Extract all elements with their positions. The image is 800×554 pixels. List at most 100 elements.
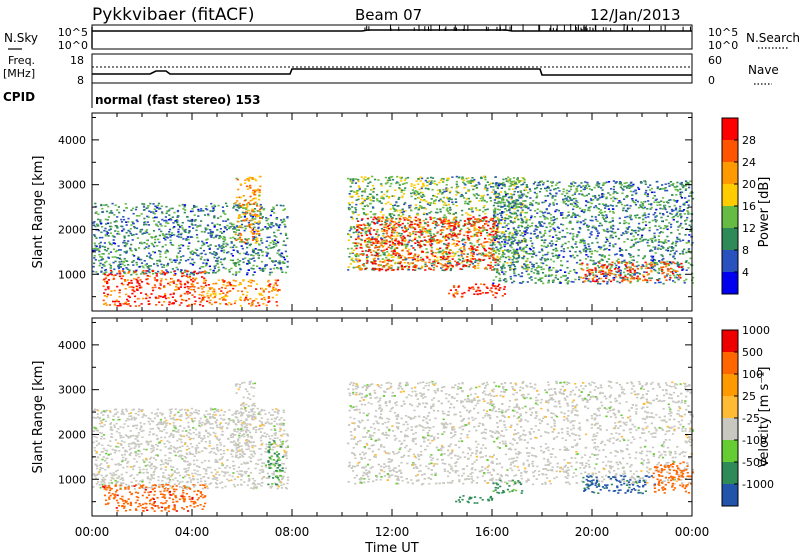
heatmap-cell — [212, 282, 215, 285]
heatmap-cell — [670, 213, 673, 215]
heatmap-cell — [578, 276, 581, 278]
heatmap-cell — [195, 277, 198, 280]
heatmap-cell — [116, 257, 119, 259]
heatmap-cell — [388, 196, 391, 199]
heatmap-cell — [379, 260, 382, 263]
heatmap-cell — [222, 266, 225, 269]
heatmap-cell — [536, 234, 539, 237]
heatmap-cell — [593, 195, 596, 197]
heatmap-cell — [624, 216, 627, 219]
heatmap-cell — [432, 220, 435, 222]
heatmap-cell — [125, 224, 128, 226]
heatmap-cell — [611, 236, 614, 239]
heatmap-cell — [500, 214, 503, 217]
heatmap-cell — [537, 265, 540, 267]
heatmap-cell — [427, 230, 430, 232]
heatmap-cell — [674, 207, 678, 209]
heatmap-cell — [103, 248, 107, 251]
heatmap-cell — [200, 230, 203, 233]
heatmap-cell — [394, 239, 397, 242]
heatmap-cell — [488, 238, 491, 240]
heatmap-cell — [192, 205, 196, 207]
heatmap-cell — [511, 234, 514, 237]
heatmap-cell — [533, 251, 536, 254]
heatmap-cell — [176, 216, 179, 218]
heatmap-cell — [521, 209, 524, 211]
heatmap-cell — [457, 286, 460, 288]
heatmap-cell — [612, 245, 615, 248]
heatmap-cell — [97, 249, 100, 251]
heatmap-cell — [282, 204, 285, 207]
heatmap-cell — [213, 256, 216, 259]
heatmap-cell — [246, 204, 249, 207]
heatmap-cell — [541, 277, 544, 279]
heatmap-cell — [194, 290, 197, 293]
heatmap-cell — [97, 225, 100, 227]
heatmap-cell — [366, 204, 369, 207]
heatmap-cell — [564, 274, 567, 277]
heatmap-cell — [426, 224, 430, 226]
heatmap-cell — [445, 239, 448, 241]
heatmap-cell — [123, 271, 126, 273]
heatmap-cell — [117, 265, 120, 268]
heatmap-cell — [165, 249, 169, 252]
heatmap-cell — [205, 262, 208, 264]
heatmap-cell — [428, 212, 431, 214]
heatmap-cell — [477, 231, 480, 234]
heatmap-cell — [468, 228, 471, 231]
heatmap-cell — [385, 256, 388, 259]
heatmap-cell — [558, 190, 561, 192]
heatmap-cell — [506, 249, 509, 251]
heatmap-cell — [689, 220, 692, 223]
heatmap-cell — [231, 255, 234, 257]
heatmap-cell — [230, 303, 233, 306]
heatmap-cell — [497, 226, 500, 229]
heatmap-cell — [259, 269, 262, 271]
heatmap-cell — [405, 258, 408, 260]
heatmap-cell — [653, 265, 656, 267]
heatmap-cell — [470, 207, 473, 209]
heatmap-cell — [357, 185, 360, 187]
heatmap-cell — [143, 203, 146, 205]
heatmap-cell — [420, 206, 423, 208]
heatmap-cell — [184, 283, 187, 286]
heatmap-cell — [256, 265, 259, 267]
heatmap-cell — [349, 185, 352, 188]
heatmap-cell — [466, 190, 470, 192]
heatmap-cell — [186, 305, 189, 307]
heatmap-cell — [650, 255, 653, 258]
heatmap-cell — [443, 214, 446, 216]
heatmap-cell — [522, 280, 525, 283]
heatmap-cell — [364, 188, 367, 190]
heatmap-cell — [214, 245, 217, 247]
heatmap-cell — [493, 243, 496, 246]
heatmap-cell — [132, 233, 135, 236]
heatmap-cell — [251, 304, 254, 306]
heatmap-cell — [239, 267, 242, 270]
heatmap-cell — [398, 220, 401, 223]
heatmap-cell — [568, 250, 572, 253]
heatmap-cell — [501, 271, 504, 273]
heatmap-cell — [419, 231, 422, 234]
heatmap-cell — [124, 301, 127, 304]
heatmap-cell — [685, 269, 688, 271]
heatmap-cell — [374, 178, 377, 181]
heatmap-cell — [191, 236, 194, 238]
heatmap-cell — [253, 210, 256, 213]
heatmap-cell — [104, 218, 107, 221]
heatmap-cell — [260, 298, 263, 300]
heatmap-cell — [448, 198, 451, 201]
heatmap-cell — [452, 232, 455, 235]
heatmap-cell — [136, 289, 139, 291]
heatmap-cell — [564, 198, 567, 200]
heatmap-cell — [435, 224, 438, 227]
heatmap-cell — [253, 202, 256, 205]
heatmap-cell — [149, 254, 152, 256]
heatmap-cell — [142, 271, 145, 274]
heatmap-cell — [499, 212, 502, 214]
heatmap-cell — [123, 235, 126, 238]
heatmap-cell — [229, 222, 233, 225]
heatmap-cell — [169, 239, 172, 242]
heatmap-cell — [595, 228, 598, 231]
heatmap-cell — [527, 273, 530, 275]
